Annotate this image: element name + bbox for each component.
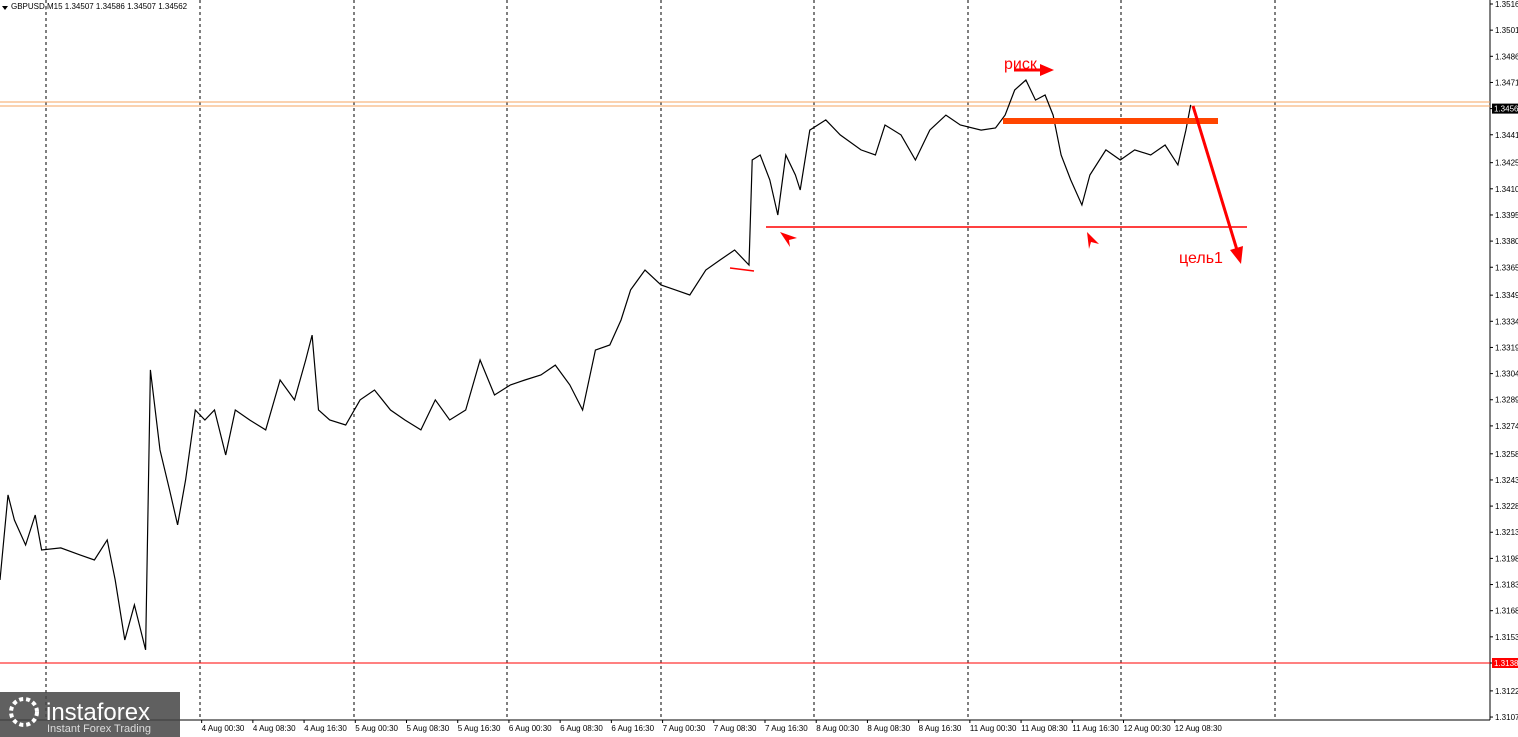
day-separators	[45, 0, 1276, 720]
y-tick-label: 1.3274	[1495, 422, 1518, 431]
x-tick-label: 12 Aug 00:30	[1124, 724, 1172, 733]
drawings: риск цель1	[729, 56, 1247, 272]
x-tick-label: 4 Aug 08:30	[253, 724, 296, 733]
logo-name: instaforex	[46, 699, 150, 726]
level-label: 1.3138	[1494, 659, 1518, 668]
y-tick-label: 1.3168	[1495, 607, 1518, 616]
y-tick-label: 1.3183	[1495, 581, 1518, 590]
y-tick-label: 1.3334	[1495, 317, 1518, 326]
y-tick-label: 1.3441	[1495, 131, 1518, 140]
x-tick-label: 12 Aug 08:30	[1175, 724, 1223, 733]
y-tick-label: 1.3365	[1495, 263, 1518, 272]
y-tick-label: 1.3258	[1495, 450, 1518, 459]
x-tick-label: 7 Aug 16:30	[765, 724, 808, 733]
x-tick-label: 6 Aug 00:30	[509, 724, 552, 733]
x-tick-label: 4 Aug 00:30	[202, 724, 245, 733]
y-tick-label: 1.3516	[1495, 0, 1518, 9]
y-tick-label: 1.3198	[1495, 554, 1518, 563]
x-tick-label: 7 Aug 08:30	[714, 724, 757, 733]
logo-tagline: Instant Forex Trading	[47, 723, 151, 735]
annotation: риск	[1004, 56, 1038, 73]
x-tick-label: 8 Aug 16:30	[919, 724, 962, 733]
x-tick-label: 7 Aug 00:30	[663, 724, 706, 733]
logo: instaforex Instant Forex Trading	[0, 692, 180, 737]
y-tick-label: 1.3410	[1495, 185, 1518, 194]
y-tick-label: 1.3228	[1495, 502, 1518, 511]
y-tick-label: 1.3395	[1495, 211, 1518, 220]
y-tick-label: 1.3289	[1495, 396, 1518, 405]
target-arrow	[1191, 105, 1239, 251]
x-tick-label: 6 Aug 16:30	[611, 724, 654, 733]
x-tick-label: 8 Aug 00:30	[816, 724, 859, 733]
y-tick-label: 1.3425	[1495, 159, 1518, 168]
y-tick-label: 1.3153	[1495, 633, 1518, 642]
logo-icon	[9, 697, 39, 727]
arrow-head	[1087, 232, 1099, 249]
y-tick-label: 1.3349	[1495, 291, 1518, 300]
y-tick-label: 1.3304	[1495, 370, 1518, 379]
y-tick-label: 1.3319	[1495, 343, 1518, 352]
x-tick-label: 5 Aug 00:30	[355, 724, 398, 733]
x-tick-label: 5 Aug 16:30	[458, 724, 501, 733]
level-box	[1492, 657, 1518, 668]
x-tick-label: 6 Aug 08:30	[560, 724, 603, 733]
mark-line	[729, 267, 755, 272]
y-tick-label: 1.3107	[1495, 713, 1518, 722]
x-tick-label: 8 Aug 08:30	[867, 724, 910, 733]
x-tick-label: 5 Aug 08:30	[407, 724, 450, 733]
y-tick-label: 1.3486	[1495, 52, 1518, 61]
risk-arrow-head	[1040, 64, 1054, 76]
annotation: цель1	[1179, 250, 1223, 267]
x-tick-label: 11 Aug 16:30	[1072, 724, 1119, 733]
x-tick-label: 4 Aug 16:30	[304, 724, 347, 733]
chart-title: GBPUSD,M15 1.34507 1.34586 1.34507 1.345…	[11, 2, 188, 11]
y-tick-label: 1.3380	[1495, 237, 1518, 246]
y-tick-label: 1.3122	[1495, 687, 1518, 696]
x-tick-label: 11 Aug 08:30	[1021, 724, 1068, 733]
target-arrow-head	[1230, 246, 1243, 264]
arrow-head	[780, 232, 797, 247]
y-tick-label: 1.3243	[1495, 476, 1518, 485]
menu-triangle	[2, 6, 8, 10]
x-tick-label: 11 Aug 00:30	[970, 724, 1017, 733]
price-line	[0, 79, 1192, 651]
y-tick-label: 1.3213	[1495, 528, 1518, 537]
level-box	[1492, 103, 1518, 114]
y-tick-label: 1.3501	[1495, 26, 1518, 35]
y-tick-label: 1.3471	[1495, 78, 1518, 87]
level-label: 1.3456	[1494, 105, 1518, 114]
